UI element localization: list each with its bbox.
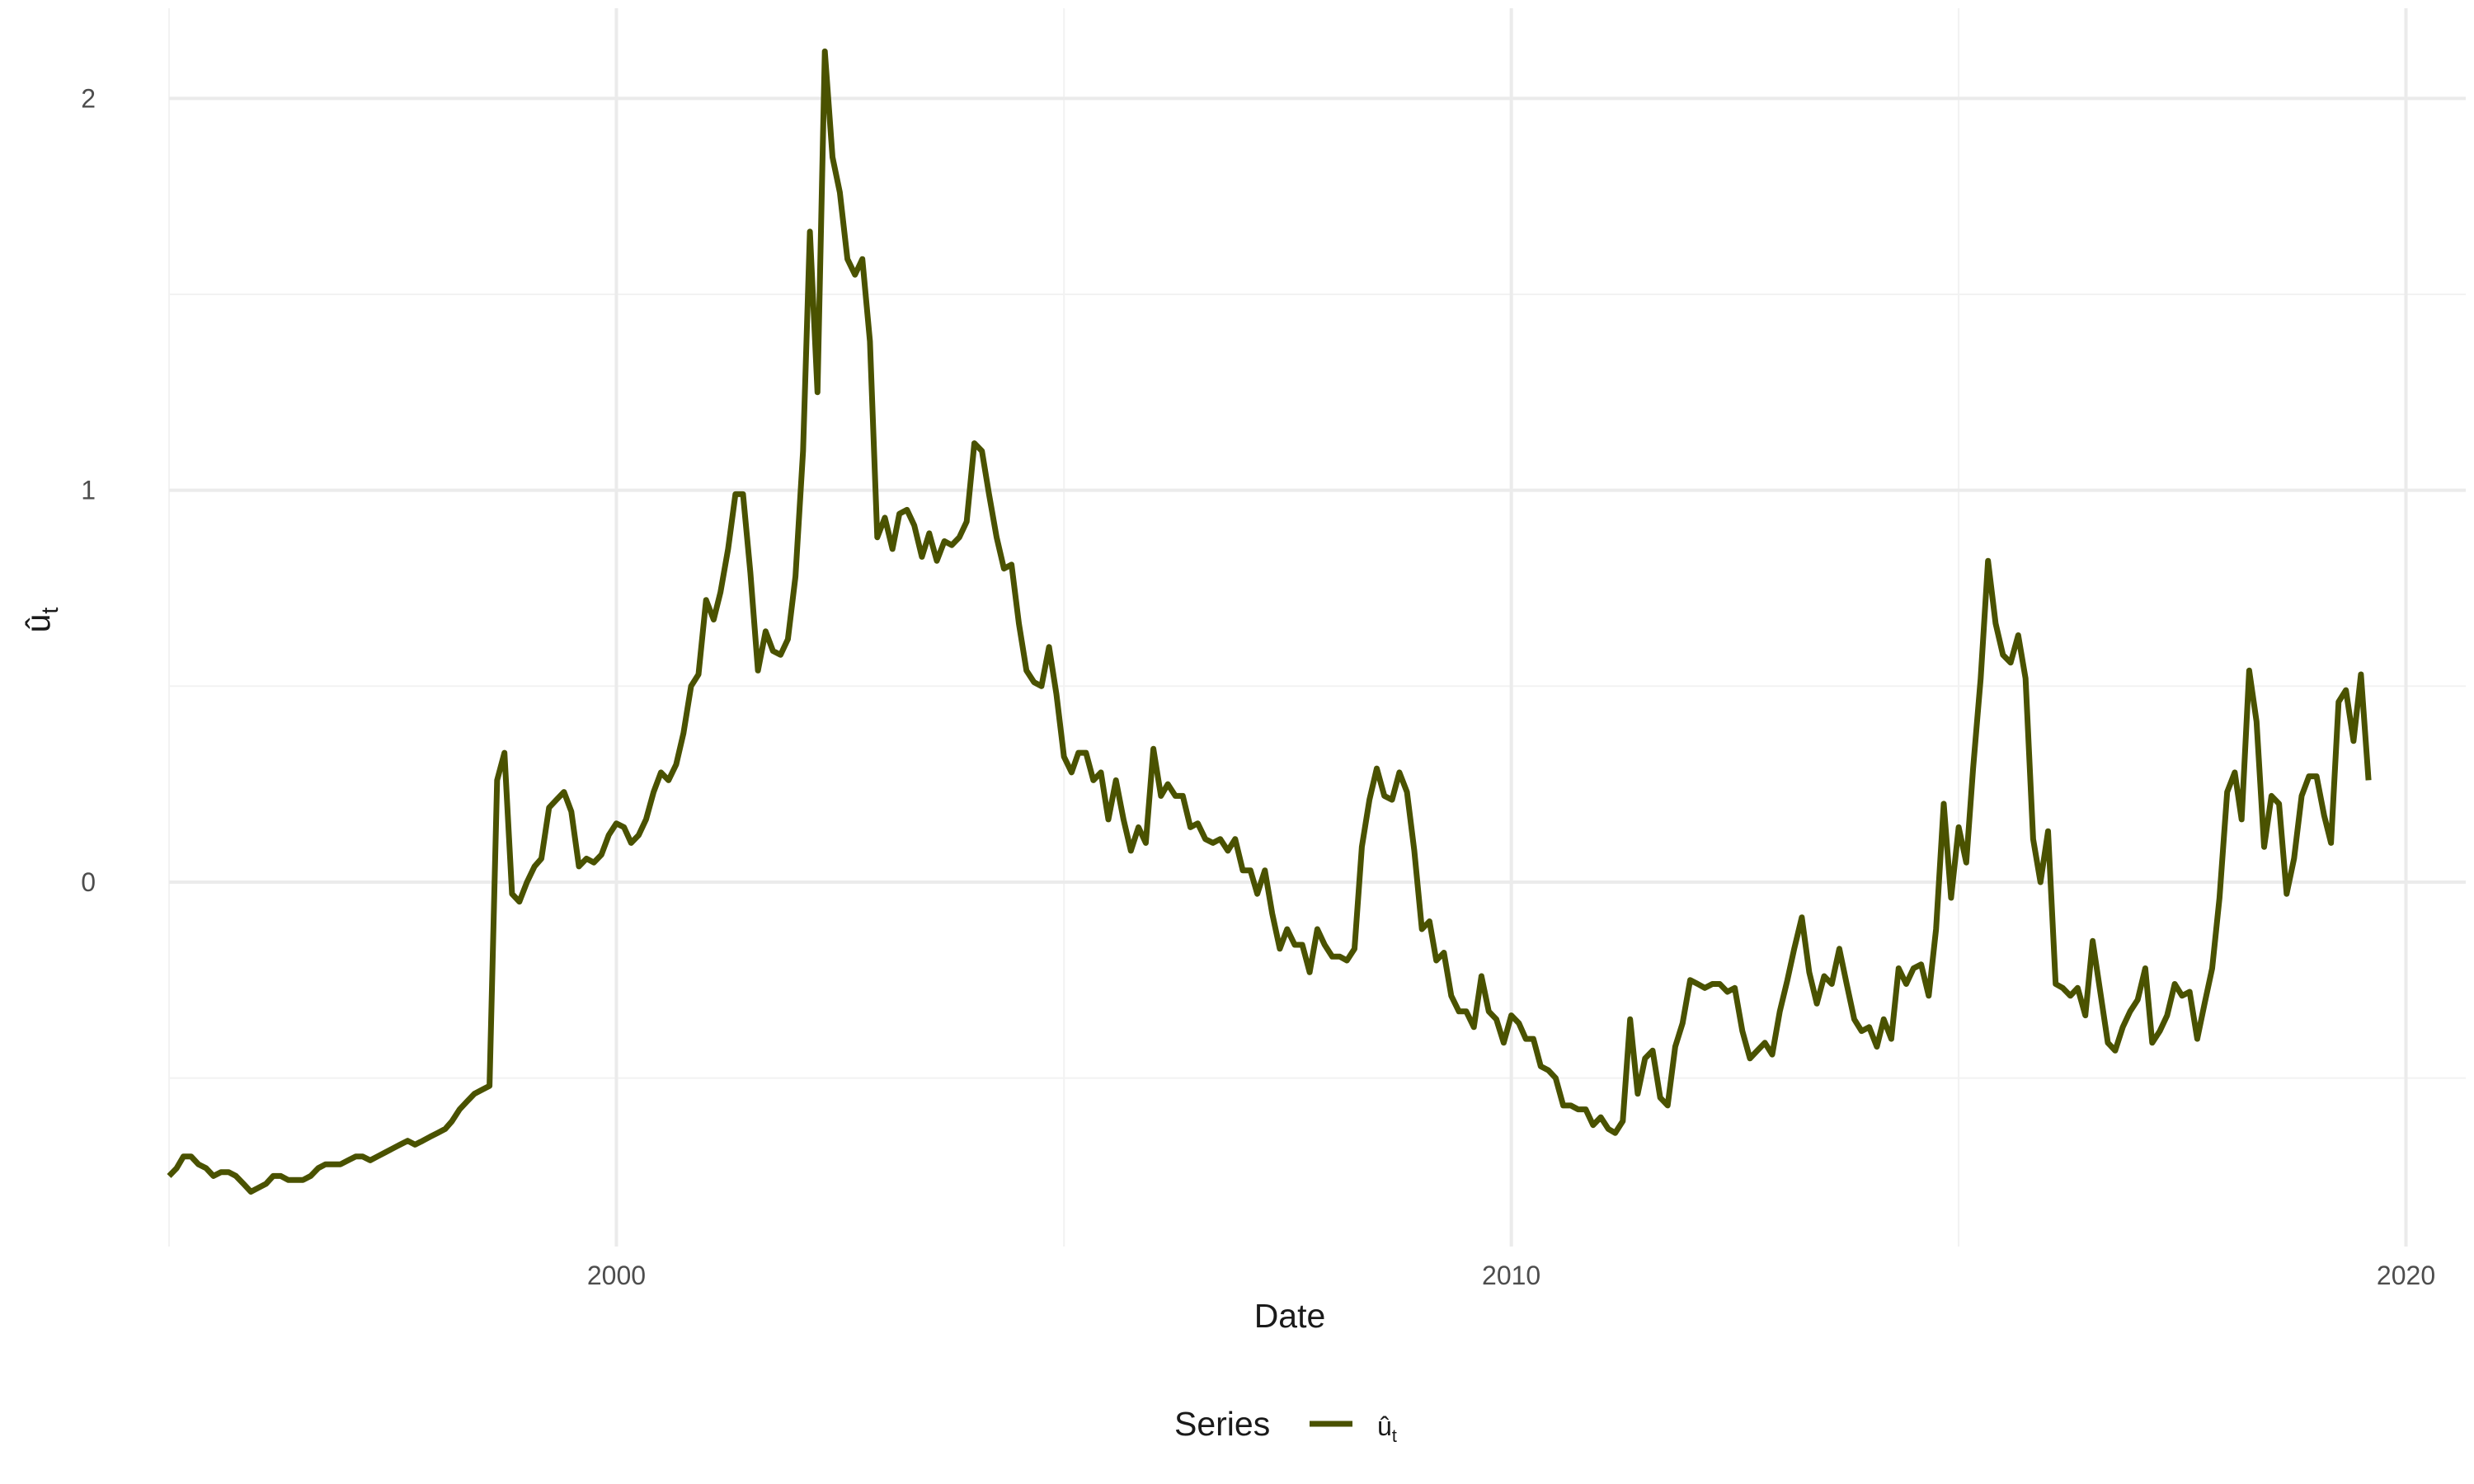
series-line xyxy=(167,48,2372,1195)
y-axis-title-subscript: t xyxy=(37,608,63,614)
legend-entry-main: û xyxy=(1377,1411,1392,1441)
y-axis-title-main: û xyxy=(19,614,57,633)
y-tick-label: 1 xyxy=(81,476,96,505)
major-gridlines xyxy=(169,8,2466,1247)
legend: Series ût xyxy=(1174,1405,1397,1446)
series-layer xyxy=(167,48,2372,1195)
minor-gridlines xyxy=(168,8,2466,1247)
legend-entry-label: ût xyxy=(1377,1411,1397,1446)
y-tick-labels: 0 1 2 xyxy=(81,83,96,897)
x-axis-title: Date xyxy=(1254,1297,1326,1335)
y-tick-label: 0 xyxy=(81,867,96,897)
y-tick-label: 2 xyxy=(81,83,96,113)
y-axis-title: ût xyxy=(19,608,63,633)
x-tick-label: 2020 xyxy=(2377,1261,2435,1290)
legend-title: Series xyxy=(1174,1405,1270,1443)
x-tick-label: 2010 xyxy=(1482,1261,1540,1290)
legend-entry-subscript: t xyxy=(1392,1425,1397,1446)
x-tick-labels: 2000 2010 2020 xyxy=(587,1261,2435,1290)
x-tick-label: 2000 xyxy=(587,1261,646,1290)
svg-text:ût: ût xyxy=(19,608,63,633)
